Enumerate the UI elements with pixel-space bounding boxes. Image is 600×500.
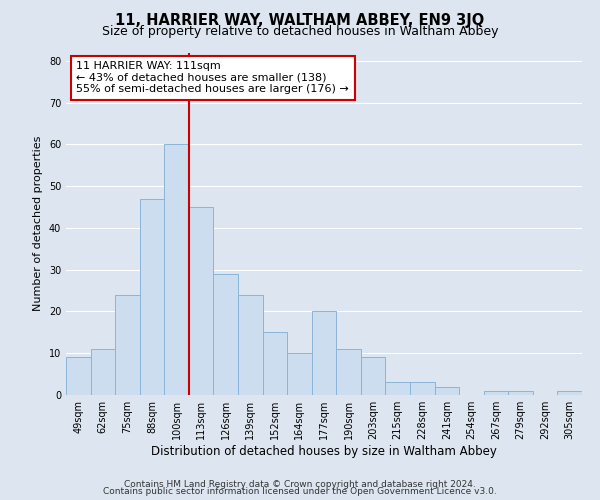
Bar — [312, 312, 336, 395]
X-axis label: Distribution of detached houses by size in Waltham Abbey: Distribution of detached houses by size … — [151, 445, 497, 458]
Bar — [263, 332, 287, 395]
Bar — [385, 382, 410, 395]
Text: Contains HM Land Registry data © Crown copyright and database right 2024.: Contains HM Land Registry data © Crown c… — [124, 480, 476, 489]
Text: 11 HARRIER WAY: 111sqm
← 43% of detached houses are smaller (138)
55% of semi-de: 11 HARRIER WAY: 111sqm ← 43% of detached… — [76, 61, 349, 94]
Bar — [91, 349, 115, 395]
Bar — [410, 382, 434, 395]
Bar — [434, 386, 459, 395]
Bar — [140, 198, 164, 395]
Text: Size of property relative to detached houses in Waltham Abbey: Size of property relative to detached ho… — [102, 25, 498, 38]
Text: Contains public sector information licensed under the Open Government Licence v3: Contains public sector information licen… — [103, 488, 497, 496]
Bar — [508, 391, 533, 395]
Bar — [115, 295, 140, 395]
Bar — [287, 353, 312, 395]
Bar — [189, 207, 214, 395]
Bar — [336, 349, 361, 395]
Bar — [361, 358, 385, 395]
Bar — [66, 358, 91, 395]
Bar — [214, 274, 238, 395]
Bar — [484, 391, 508, 395]
Y-axis label: Number of detached properties: Number of detached properties — [33, 136, 43, 312]
Bar — [238, 295, 263, 395]
Bar — [164, 144, 189, 395]
Text: 11, HARRIER WAY, WALTHAM ABBEY, EN9 3JQ: 11, HARRIER WAY, WALTHAM ABBEY, EN9 3JQ — [115, 12, 485, 28]
Bar — [557, 391, 582, 395]
